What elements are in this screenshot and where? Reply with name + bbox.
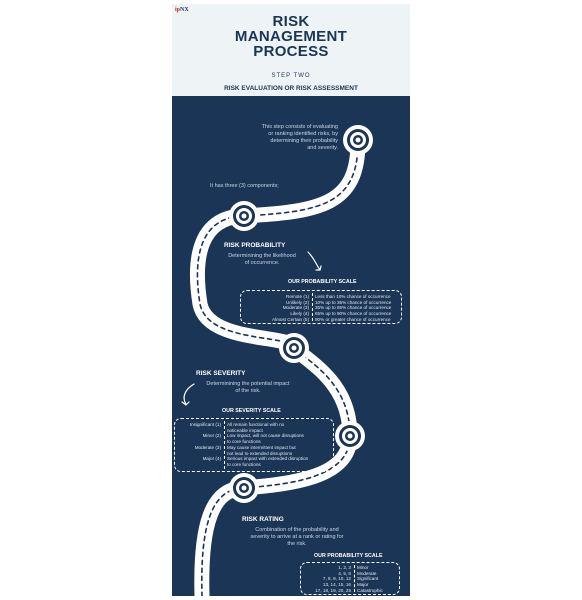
rating-score: 13, 14, 15, 16 [322,582,351,588]
target-marker-5 [229,473,259,503]
curved-arrow-icon-2 [181,383,195,406]
desc-line: the risk. [287,541,307,547]
probability-level: Remote (1) [286,294,309,299]
logo-suffix: NX [180,7,189,13]
severity-level: Major (4) [202,456,221,462]
severity-meaning: to core functions [227,461,261,467]
desc-line: of occurrence. [244,260,280,266]
probability-level: Moderate (3) [282,305,309,311]
intro-text: This step consists of evaluating or rank… [232,124,338,152]
desc-line: of the risk. [235,388,261,394]
probability-description: Determinining the likelihood of occurren… [212,253,312,267]
rating-label: Catastrophic [357,587,383,593]
probability-meaning: Less than 10% chance of occurrence [315,294,391,299]
probability-level: Unlikely (2) [286,299,309,305]
rating-score: 4, 5, 6 [338,570,351,576]
target-marker-3 [279,333,309,363]
probability-level: Almost Certain (5) [271,316,309,322]
target-marker-1 [343,125,373,155]
probability-meaning: 90% or greater chance of occurrence [315,316,391,322]
infographic-poster: ipNX RISK MANAGEMENT PROCESS STEP TWO RI… [172,4,410,596]
severity-heading: RISK SEVERITY [196,370,246,377]
severity-meaning: All remain functional with no [227,422,285,427]
target-marker-2 [229,201,259,231]
header-panel: ipNX RISK MANAGEMENT PROCESS STEP TWO RI… [172,4,410,96]
rating-label: Moderate [357,570,377,576]
rating-score: 17, 18, 19, 20, 25 [315,587,351,593]
intro-line: or ranking identified risks, by [268,131,338,137]
desc-line: Combination of the probability and [255,527,339,533]
severity-meaning: to core functions [227,439,261,445]
rating-score: 1, 2, 3 [338,565,351,570]
winding-road [181,125,373,596]
severity-meaning: May cause intermittent impact but [227,444,296,450]
probability-heading: RISK PROBABILITY [224,242,286,249]
severity-level: Minor (2) [202,433,221,439]
desc-line: severity to arrive at a rank or rating f… [250,534,344,540]
probability-scale-title: OUR PROBABILITY SCALE [288,279,357,285]
severity-meaning: noticeable impact [227,427,263,433]
severity-scale-title: OUR SEVERITY SCALE [222,408,281,414]
rating-label: Major [357,582,369,588]
probability-level: Likely (4) [290,311,309,317]
probability-meaning: 65% up to 90% chance of occurrence [315,311,392,317]
rating-scale-title: OUR PROBABILITY SCALE [314,553,383,559]
rating-score: 7, 8, 9, 10, 12 [322,576,351,582]
severity-level [177,462,221,468]
title-line-1: RISK [272,13,310,30]
rating-label: Significant [357,576,379,582]
severity-scale-box: Insignificant (1) Minor (2) Moderate (3)… [174,418,334,472]
intro-line: and severity. [307,145,338,151]
brand-logo: ipNX [175,7,189,13]
intro-line: determining their probability [270,138,338,144]
severity-meaning: Low impact, will not cause disruptions [227,433,304,439]
rating-label: Minor [357,565,369,570]
components-text: It has three (3) components; [210,183,279,189]
desc-line: Determinining the potential impact [206,381,290,387]
rating-heading: RISK RATING [242,516,284,523]
desc-line: Determinining the likelihood [228,253,296,259]
severity-meaning: not lead to extended disruptions [227,450,293,456]
probability-meaning: 35% up to 65% chance of occurrence [315,305,392,311]
intro-line: This step consists of evaluating [261,124,338,130]
rating-scale-box: 1, 2, 3 4, 5, 6 7, 8, 9, 10, 12 13, 14, … [300,562,400,595]
rating-description: Combination of the probability and sever… [232,527,362,548]
probability-meaning: 10% up to 35% chance of occurrence [315,299,392,305]
severity-level: Insignificant (1) [189,422,221,427]
page-title: RISK MANAGEMENT PROCESS [172,14,410,59]
target-marker-4 [335,421,365,451]
logo-prefix: ip [175,7,181,13]
probability-scale-box: Remote (1) Unlikely (2) Moderate (3) Lik… [240,290,402,324]
title-line-3: PROCESS [253,43,329,60]
step-label: STEP TWO [271,73,311,79]
severity-description: Determinining the potential impact of th… [194,381,302,395]
subtitle: RISK EVALUATION OR RISK ASSESSMENT [224,85,358,92]
severity-meaning: Serious impact with extended disruption [227,456,309,462]
severity-level: Moderate (3) [194,444,221,450]
title-line-2: MANAGEMENT [234,28,348,45]
curved-arrow-icon [307,251,322,271]
